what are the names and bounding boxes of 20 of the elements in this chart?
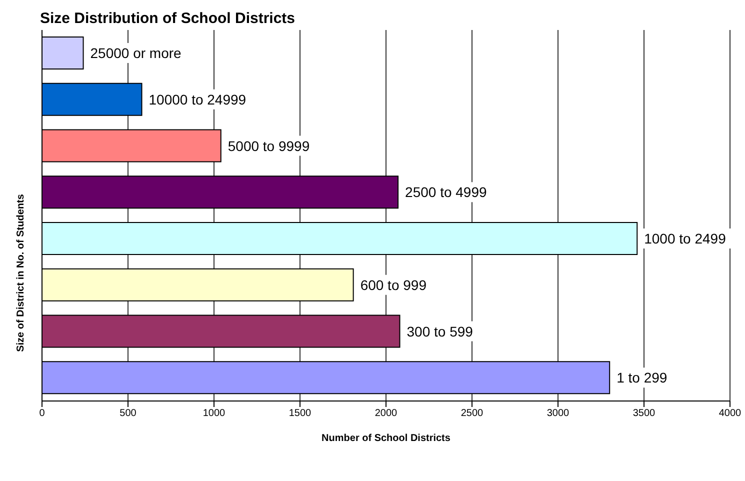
x-tick-label: 4000 xyxy=(718,408,742,420)
x-tick-label: 1500 xyxy=(288,408,312,420)
x-tick-label: 500 xyxy=(120,408,137,420)
y-tick-label: 5000 to 9999 xyxy=(228,138,310,154)
chart-title: Size Distribution of School Districts xyxy=(40,10,296,27)
x-axis-title: Number of School Districts xyxy=(322,433,451,444)
y-tick-label: 25000 or more xyxy=(90,45,182,61)
x-tick-label: 0 xyxy=(39,408,46,420)
y-tick-label: 2500 to 4999 xyxy=(405,184,487,200)
y-tick-label: 600 to 999 xyxy=(360,276,427,293)
x-tick-label: 2000 xyxy=(374,408,398,420)
x-tick-label: 1000 xyxy=(202,408,226,420)
y-tick-label: 10000 to 24999 xyxy=(148,91,246,108)
y-tick-label: 1000 to 2499 xyxy=(644,230,726,246)
y-axis-title: Size of District in No. of Students xyxy=(16,194,26,352)
x-tick-label: 3000 xyxy=(546,408,570,420)
y-tick-label: 300 to 599 xyxy=(406,323,474,340)
x-tick-label: 2500 xyxy=(460,408,484,420)
x-tick-label: 3500 xyxy=(632,408,656,420)
y-tick-label: 1 to 299 xyxy=(616,370,668,386)
